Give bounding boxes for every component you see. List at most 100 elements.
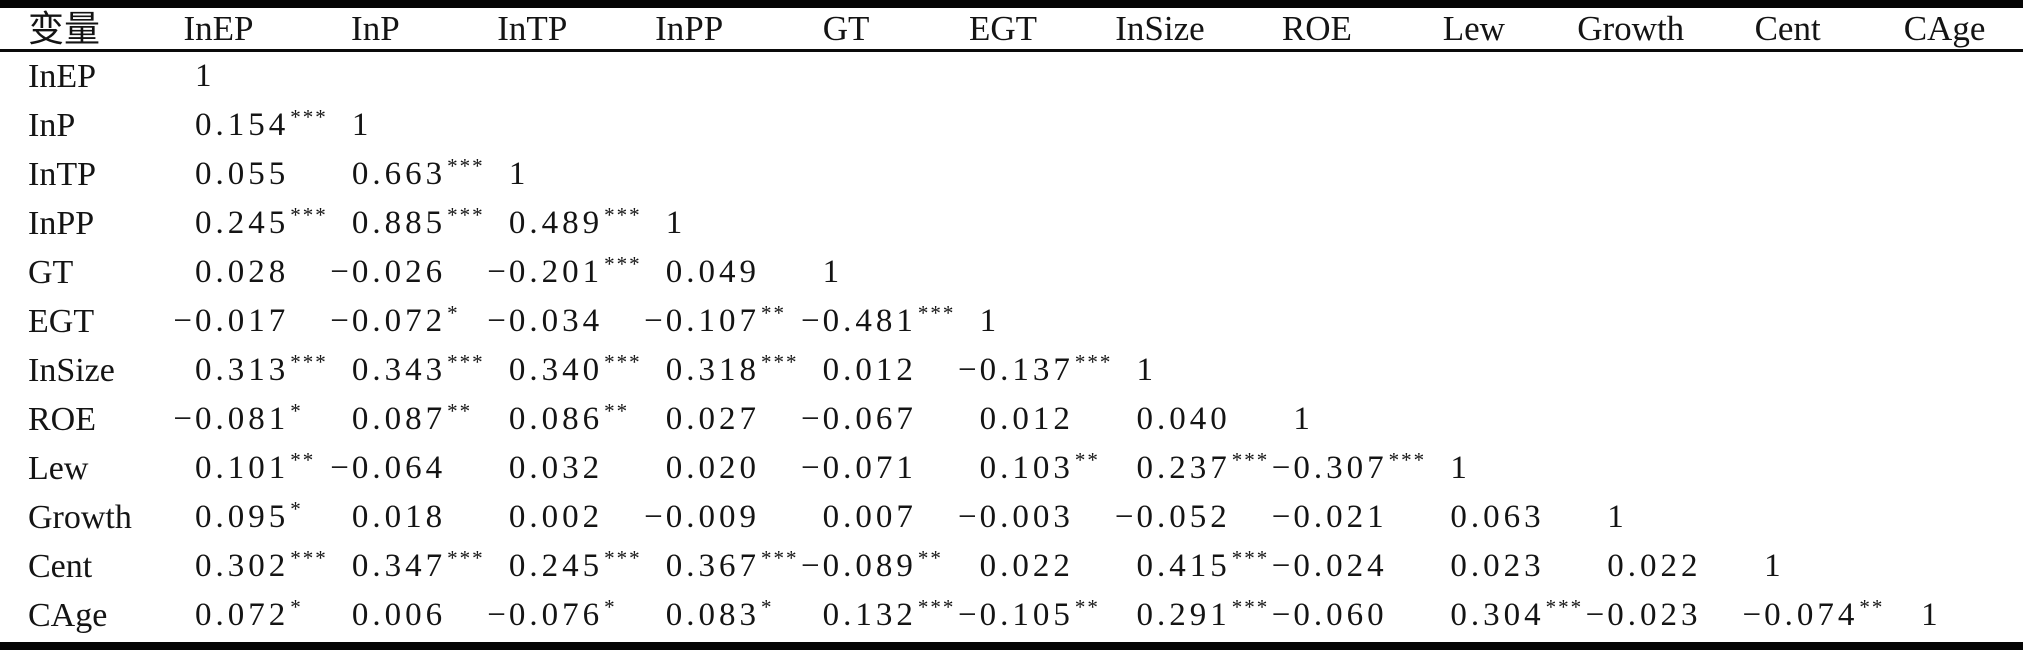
header-col-InTP: InTP (497, 9, 568, 48)
table-row-InPP: InPP 0.245 *** 0.885 *** 0.489 *** 1 (0, 199, 2023, 248)
significance-stars: *** (447, 154, 485, 178)
corr-cell: 0.245 *** (140, 205, 326, 240)
corr-cell: −0.060 (1238, 599, 1395, 632)
corr-value: 0.132 (822, 597, 917, 633)
corr-value: 1 (1293, 401, 1314, 437)
corr-value: 0.020 (665, 450, 760, 486)
corr-cell: 0.663 *** (297, 156, 483, 192)
minus-sign: − (1114, 499, 1134, 535)
corr-cell: 1 (140, 60, 297, 93)
corr-value: 0.012 (822, 352, 917, 388)
significance-stars: * (290, 497, 303, 521)
corr-value: 0.307 (1293, 450, 1388, 486)
corr-value: 0.081 (195, 401, 290, 437)
corr-cell: −0.024 (1238, 550, 1395, 583)
header-col-EGT: EGT (969, 9, 1038, 48)
corr-cell: 1 (1395, 452, 1552, 485)
significance-stars: ** (1074, 448, 1100, 472)
corr-cell: −0.481 *** (768, 303, 953, 339)
corr-value: 0.201 (508, 254, 604, 290)
row-label: CAge (28, 596, 108, 634)
significance-stars: * (604, 595, 617, 619)
corr-value: 0.026 (351, 254, 447, 290)
corr-cell: −0.064 (297, 452, 454, 485)
significance-stars: *** (290, 350, 328, 374)
corr-value: 0.313 (195, 352, 290, 388)
significance-stars: *** (447, 546, 485, 570)
corr-cell: 0.318 *** (611, 352, 797, 388)
corr-value: 0.064 (351, 450, 447, 486)
corr-value: 0.024 (1293, 548, 1388, 584)
minus-sign: − (957, 597, 977, 633)
minus-sign: − (1271, 450, 1291, 486)
header-col-Lew: Lew (1442, 9, 1505, 48)
corr-value: 1 (1921, 597, 1942, 633)
corr-value: 0.137 (979, 352, 1074, 388)
corr-value: 0.067 (822, 401, 917, 437)
corr-cell: 1 (925, 305, 1082, 338)
corr-value: 0.245 (508, 548, 604, 584)
significance-stars: ** (447, 399, 473, 423)
minus-sign: − (487, 254, 506, 290)
significance-stars: *** (1231, 448, 1270, 472)
corr-cell: 0.489 *** (454, 205, 640, 240)
header-row: 变量 InEP InP InTP InPP GT EGT InSize ROE Lew Growth… (0, 8, 2023, 52)
header-variable-label: 变量 (28, 8, 101, 49)
corr-value: 0.018 (351, 499, 447, 535)
significance-stars: *** (604, 203, 642, 227)
table-row-Lew: Lew 0.101 ** −0.064 0.032 0.020−0.071 0.103 ** 0… (0, 444, 2023, 493)
corr-value: 0.318 (665, 352, 760, 388)
corr-value: 0.103 (979, 450, 1074, 486)
minus-sign: − (957, 352, 977, 388)
corr-cell: 0.028 (140, 256, 297, 289)
corr-value: 0.021 (1293, 499, 1388, 535)
row-label: Cent (28, 547, 93, 585)
significance-stars: *** (290, 105, 328, 129)
corr-value: 0.340 (508, 352, 604, 388)
corr-value: 0.481 (822, 303, 917, 339)
minus-sign: − (487, 597, 506, 633)
corr-value: 1 (195, 58, 216, 94)
row-label: InPP (28, 204, 95, 242)
corr-value: 1 (351, 107, 373, 143)
corr-value: 0.072 (195, 597, 290, 633)
significance-stars: ** (604, 399, 630, 423)
corr-value: 0.055 (195, 156, 290, 192)
minus-sign: − (644, 303, 663, 339)
corr-cell: −0.076 * (454, 597, 614, 633)
corr-cell: −0.105 ** (925, 597, 1098, 633)
corr-value: 0.663 (351, 156, 447, 192)
corr-cell: 0.083 * (611, 597, 772, 632)
corr-value: 0.009 (665, 499, 760, 535)
corr-value: 0.086 (508, 401, 604, 437)
corr-cell: −0.089 ** (768, 548, 941, 584)
corr-cell: 1 (1709, 550, 1866, 583)
significance-stars: *** (761, 350, 799, 374)
table-row-ROE: ROE −0.081 * 0.087 ** 0.086 ** 0.027−0.067 0.012… (0, 395, 2023, 444)
row-label: InP (28, 106, 76, 144)
corr-cell: −0.009 (611, 501, 768, 534)
header-col-CAge: CAge (1903, 9, 1986, 48)
significance-stars: * (761, 595, 774, 619)
significance-stars: * (447, 301, 460, 325)
corr-cell: −0.307 *** (1238, 450, 1424, 486)
row-label: InEP (28, 57, 96, 95)
corr-cell: 0.049 (611, 256, 768, 289)
corr-cell: 1 (1866, 599, 2023, 632)
minus-sign: − (801, 401, 820, 437)
row-label: InSize (28, 351, 115, 389)
corr-value: 0.023 (1450, 548, 1545, 584)
significance-stars: *** (447, 203, 485, 227)
corr-value: 0.028 (195, 254, 290, 290)
minus-sign: − (801, 548, 820, 584)
corr-value: 0.060 (1293, 597, 1388, 633)
corr-value: 0.006 (351, 597, 447, 633)
header-col-GT: GT (822, 9, 870, 48)
corr-value: 0.304 (1450, 597, 1545, 633)
minus-sign: − (487, 303, 506, 339)
corr-value: 1 (1607, 499, 1628, 535)
corr-value: 1 (1764, 548, 1785, 584)
corr-cell: 0.154 *** (140, 107, 326, 142)
significance-stars: *** (1545, 595, 1584, 619)
